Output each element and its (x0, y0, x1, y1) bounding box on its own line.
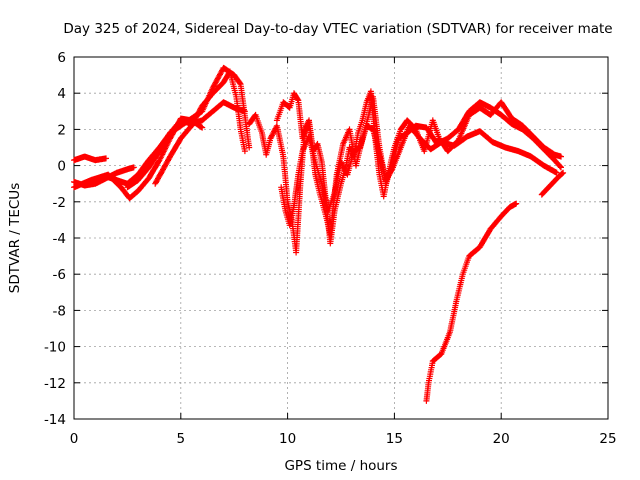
plus-markers (246, 88, 564, 256)
y-tick-label: -4 (53, 231, 66, 247)
y-tick-label: 2 (57, 122, 66, 138)
y-tick-label: -14 (44, 412, 66, 428)
y-tick-label: -2 (53, 195, 66, 211)
series-track-k (538, 169, 567, 198)
chart-title: Day 325 of 2024, Sidereal Day-to-day VTE… (63, 21, 612, 37)
x-tick-label: 25 (599, 431, 616, 447)
y-axis-label: SDTVAR / TECUs (7, 183, 23, 293)
plus-markers (152, 68, 248, 187)
y-tick-label: -12 (44, 376, 66, 392)
x-tick-label: 10 (279, 431, 296, 447)
grid (74, 57, 608, 419)
y-tick-label: 6 (57, 50, 66, 66)
series-track-c (71, 153, 109, 164)
plus-markers (71, 153, 109, 164)
series-markers (71, 64, 567, 404)
y-tick-label: 4 (57, 86, 66, 102)
series-track-f (152, 68, 248, 187)
y-tick-label: -8 (53, 303, 66, 319)
x-tick-label: 0 (70, 431, 79, 447)
y-tick-label: -10 (44, 340, 66, 356)
series-track-g (246, 88, 564, 256)
plus-markers (278, 122, 560, 229)
x-axis-label: GPS time / hours (284, 458, 397, 474)
x-tick-label: 15 (386, 431, 403, 447)
y-tick-label: -6 (53, 267, 66, 283)
axis-ticks: 0 5 10 15 20 25 -14 -12 -10 -8 -6 -4 -2 0 2 4 6 (44, 50, 617, 447)
x-tick-label: 5 (177, 431, 186, 447)
plus-markers (423, 200, 520, 404)
plus-markers (538, 169, 567, 198)
series-track-j (423, 200, 520, 404)
y-tick-label: 0 (57, 159, 66, 175)
x-tick-label: 20 (493, 431, 510, 447)
series-track-i (278, 122, 560, 229)
